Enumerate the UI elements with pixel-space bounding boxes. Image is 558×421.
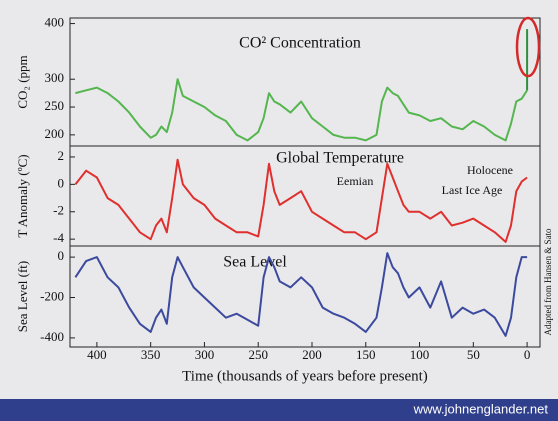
- y-tick-label: 300: [45, 70, 65, 85]
- x-tick-label: 0: [524, 347, 531, 362]
- panel-frame: [69, 245, 541, 348]
- y-tick-label: 2: [58, 148, 65, 163]
- x-tick-label: 350: [141, 347, 161, 362]
- y-tick-label: 400: [45, 15, 65, 30]
- data-line: [75, 78, 528, 142]
- data-line: [74, 158, 528, 243]
- x-tick-label: 50: [467, 347, 480, 362]
- panel-title: Global Temperature: [276, 150, 404, 167]
- x-tick-label: 400: [87, 347, 107, 362]
- panel-title: Sea Level: [223, 254, 287, 271]
- y-axis-label: T Anomaly (ºC): [15, 154, 30, 237]
- credit: Adapted from Hansen & Sato: [543, 228, 553, 335]
- y-axis-label: CO₂ (ppm: [15, 55, 30, 108]
- data-line: [74, 252, 528, 337]
- x-axis-label: Time (thousands of years before present): [182, 368, 428, 384]
- y-tick-label: 200: [45, 126, 65, 141]
- panel-title: CO² Concentration: [239, 35, 361, 52]
- x-tick-label: 250: [248, 347, 268, 362]
- y-tick-label: -4: [53, 230, 64, 245]
- footer-banner: [0, 399, 558, 421]
- y-tick-label: -200: [40, 288, 64, 303]
- y-tick-label: 0: [58, 248, 65, 263]
- x-tick-label: 300: [195, 347, 215, 362]
- y-tick-label: -2: [53, 203, 64, 218]
- y-tick-label: 0: [58, 175, 65, 190]
- y-axis-label: Sea Level (ft): [15, 261, 30, 332]
- site-url: www.johnenglander.net: [413, 401, 549, 416]
- highlight-ellipse: [515, 16, 541, 78]
- x-tick-label: 200: [302, 347, 322, 362]
- y-tick-label: -400: [40, 329, 64, 344]
- y-tick-label: 250: [45, 98, 65, 113]
- annotation: Last Ice Age: [442, 183, 503, 197]
- annotation: Eemian: [337, 174, 374, 188]
- annotation: Holocene: [467, 163, 513, 177]
- x-tick-label: 100: [410, 347, 430, 362]
- x-tick-label: 150: [356, 347, 376, 362]
